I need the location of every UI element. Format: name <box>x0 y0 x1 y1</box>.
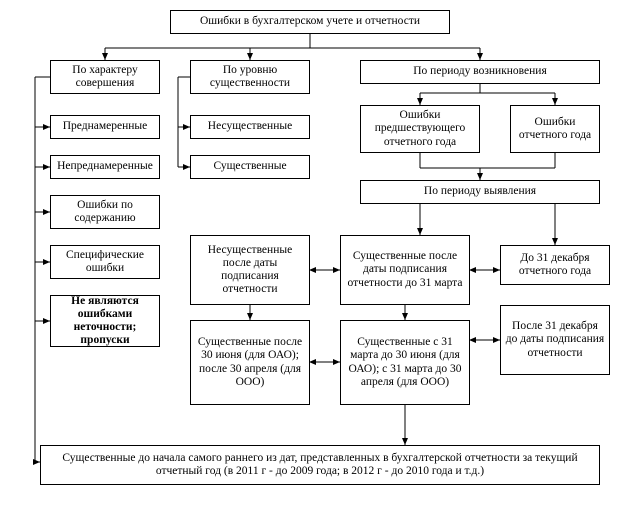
box-right_2: После 31 декабря до даты подписания отче… <box>500 305 610 375</box>
box-bottom: Существенные до начала самого раннего из… <box>40 445 600 485</box>
box-detect: По периоду выявления <box>360 180 600 204</box>
box-col2_b: Существенные <box>190 155 310 179</box>
box-right_1: До 31 декабря отчетного года <box>500 245 610 285</box>
box-mid_left_2: Существенные после 30 июня (для ОАО); по… <box>190 320 310 405</box>
box-title: Ошибки в бухгалтерском учете и отчетност… <box>170 10 450 34</box>
diagram-canvas: Ошибки в бухгалтерском учете и отчетност… <box>0 0 629 530</box>
box-col2_head: По уровню существенности <box>190 60 310 94</box>
box-col2_a: Несущественные <box>190 115 310 139</box>
box-mid_left_1: Несущественные после даты подписания отч… <box>190 235 310 305</box>
box-mid_ctr_2: Существенные с 31 марта до 30 июня (для … <box>340 320 470 405</box>
box-col1_e: Не являются ошибками неточности; пропуск… <box>50 295 160 347</box>
box-mid_ctr_1: Существенные после даты подписания отчет… <box>340 235 470 305</box>
box-col3_head: По периоду возникновения <box>360 60 600 84</box>
box-col3_a: Ошибки предшествующего отчетного года <box>360 105 480 153</box>
box-col1_c: Ошибки по содержанию <box>50 195 160 229</box>
box-col1_b: Непреднамеренные <box>50 155 160 179</box>
box-col1_d: Специфические ошибки <box>50 245 160 279</box>
box-col1_head: По характеру совершения <box>50 60 160 94</box>
box-col3_b: Ошибки отчетного года <box>510 105 600 153</box>
box-col1_a: Преднамеренные <box>50 115 160 139</box>
